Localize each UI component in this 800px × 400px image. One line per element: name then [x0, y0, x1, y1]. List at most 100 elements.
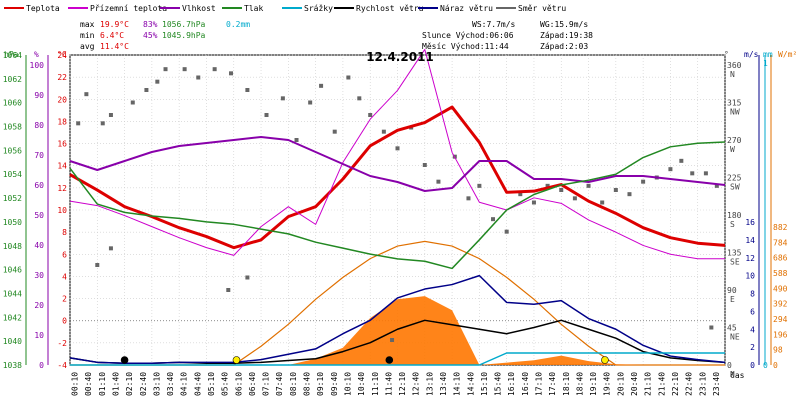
wind-direction-point: [491, 217, 496, 222]
time-tick-label: 16:40: [521, 372, 530, 396]
legend-label: Srážky: [304, 4, 333, 13]
time-tick-label: 23:40: [712, 372, 721, 396]
wind-direction-point: [76, 121, 81, 126]
wind-direction-point: [690, 171, 695, 176]
time-tick-label: 22:10: [671, 372, 680, 396]
temp-unit-label: °C: [57, 50, 67, 59]
humidity-tick-label: 0: [39, 361, 44, 370]
temp-tick-label: 6: [62, 250, 67, 259]
time-tick-label: 13:10: [425, 372, 434, 396]
time-tick-label: 14:10: [453, 372, 462, 396]
stats-min-hum: 45%: [143, 31, 158, 40]
legend-label: Směr větru: [518, 4, 566, 13]
temp-tick-label: 0: [62, 317, 67, 326]
time-tick-label: 03:10: [152, 372, 161, 396]
wind-tick-label: 12: [745, 254, 755, 263]
legend-label: Tlak: [244, 4, 263, 13]
time-tick-label: 06:40: [248, 372, 257, 396]
solar-radiation-area: [70, 296, 725, 365]
wind-direction-point: [163, 67, 168, 72]
time-tick-label: 15:10: [480, 372, 489, 396]
series-line-teplota: [69, 105, 726, 250]
pressure-tick-label: 1052: [3, 194, 22, 203]
info-sun-set: Západ:19:38: [540, 31, 593, 40]
wind-direction-point: [108, 246, 113, 251]
sun-moon-marker: [120, 356, 129, 364]
winddir-tick-label: 45: [727, 324, 737, 333]
pressure-tick-label: 1060: [3, 99, 22, 108]
wind-tick-label: 4: [750, 325, 755, 334]
wind-tick-label: 0: [750, 361, 755, 370]
time-tick-label: 09:10: [316, 372, 325, 396]
series-line-tlak: [69, 141, 726, 270]
wind-direction-point: [545, 183, 550, 188]
solar-tick-label: 784: [773, 238, 788, 247]
sun-moon-marker: [232, 356, 241, 364]
time-tick-label: 06:10: [234, 372, 243, 396]
wind-unit-label: m/s: [744, 50, 759, 59]
solar-tick-label: 294: [773, 315, 788, 324]
time-tick-label: 12:10: [398, 372, 407, 396]
pressure-unit-label: hPa: [4, 50, 19, 59]
temp-tick-label: 12: [57, 184, 67, 193]
temp-tick-label: 22: [57, 73, 67, 82]
wind-direction-point: [229, 71, 234, 76]
legend-label: Přízemní teplota: [90, 4, 167, 13]
stats-min-label: min: [80, 31, 95, 40]
stats-max-label: max: [80, 20, 95, 29]
wind-direction-point: [422, 163, 427, 167]
temp-tick-label: 18: [57, 117, 67, 126]
pressure-tick-label: 1040: [3, 337, 22, 346]
solar-unit-label: W/m²: [778, 50, 797, 59]
winddir-tick-label: 360: [727, 61, 742, 70]
series-line-náraz-větru: [69, 274, 726, 364]
solar-tick-label: 882: [773, 223, 788, 232]
solar-tick-label: 490: [773, 284, 788, 293]
compass-label: W: [730, 145, 735, 154]
stats-max-rain: 0.2mm: [226, 20, 250, 29]
time-tick-label: 11:40: [384, 372, 393, 396]
time-tick-label: 01:10: [98, 372, 107, 396]
wind-direction-point: [346, 75, 351, 80]
solar-tick-label: 686: [773, 254, 788, 263]
wind-direction-point: [559, 188, 564, 192]
humidity-tick-label: 80: [34, 121, 44, 130]
series-line-vlhkost: [69, 136, 726, 192]
wind-direction-point: [212, 67, 217, 72]
temp-tick-label: 24: [57, 51, 67, 60]
time-tick-label: 08:10: [289, 372, 298, 396]
compass-label: N: [730, 70, 735, 79]
time-tick-label: 20:10: [616, 372, 625, 396]
wind-direction-point: [108, 113, 113, 117]
wind-direction-point: [703, 171, 708, 176]
winddir-tick-label: 315: [727, 99, 742, 108]
wind-direction-point: [245, 88, 250, 92]
temp-tick-label: 2: [62, 295, 67, 304]
compass-label: SW: [730, 183, 740, 192]
info-moon: Měsíc Východ:11:44: [422, 42, 509, 51]
info-sun: Slunce Východ:06:06: [422, 31, 514, 40]
time-tick-label: 08:40: [303, 372, 312, 396]
wind-direction-point: [668, 167, 673, 172]
winddir-tick-label: 180: [727, 211, 742, 220]
time-tick-label: 03:40: [166, 372, 175, 396]
info-wg: WG:15.9m/s: [540, 20, 588, 29]
wind-direction-point: [586, 183, 591, 188]
time-tick-label: 02:10: [125, 372, 134, 396]
chart-title: 12.4.2011: [366, 50, 434, 64]
time-tick-label: 01:40: [111, 372, 120, 396]
sun-moon-marker: [601, 356, 609, 364]
wind-direction-point: [627, 192, 632, 197]
wind-direction-point: [613, 188, 618, 192]
time-tick-label: 18:10: [562, 372, 571, 396]
time-tick-label: 00:40: [84, 372, 93, 396]
temp-tick-label: 20: [57, 95, 67, 104]
pressure-tick-label: 1048: [3, 242, 22, 251]
time-tick-label: 10:10: [343, 372, 352, 396]
wind-direction-point: [95, 263, 100, 267]
time-tick-label: 15:40: [494, 372, 503, 396]
wind-direction-point: [518, 192, 523, 197]
wind-direction-point: [226, 288, 231, 292]
wind-direction-point: [84, 92, 89, 97]
